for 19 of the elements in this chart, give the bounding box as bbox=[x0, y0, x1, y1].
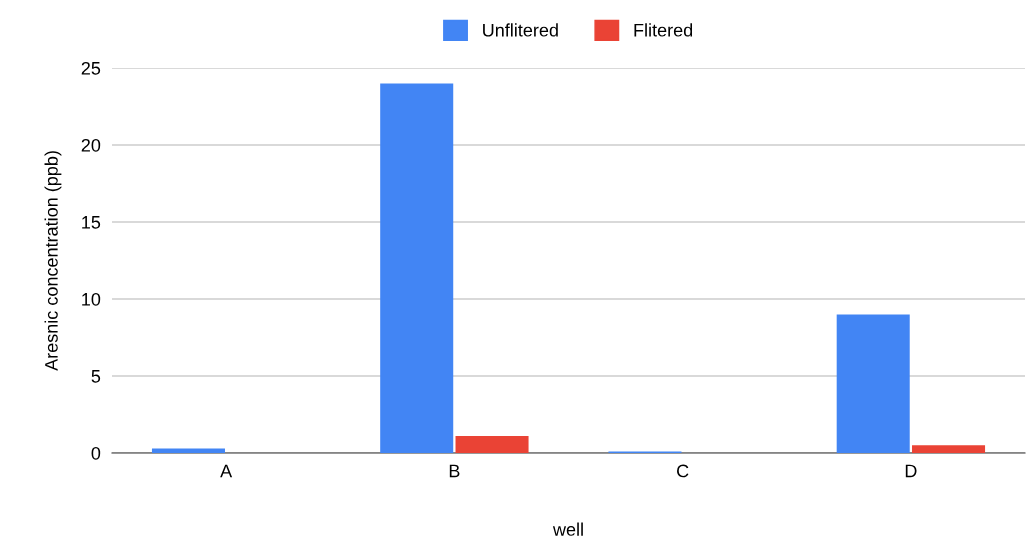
y-tick-label: 0 bbox=[91, 446, 101, 460]
x-axis-title: well bbox=[552, 522, 583, 536]
y-axis-title: Aresnic concentration (ppb) bbox=[44, 151, 62, 371]
y-tick-label: 25 bbox=[81, 61, 101, 75]
y-tick-label: 5 bbox=[91, 370, 101, 383]
x-tick-label: A bbox=[220, 464, 233, 478]
x-tick-label: B bbox=[449, 464, 460, 478]
bar bbox=[380, 83, 454, 453]
legend-label: Unflitered bbox=[483, 23, 558, 37]
bar bbox=[151, 448, 225, 453]
x-tick-label: C bbox=[677, 464, 689, 478]
bar bbox=[836, 314, 910, 453]
legend-label: Flitered bbox=[634, 23, 693, 37]
y-tick-label: 20 bbox=[81, 138, 101, 152]
x-tick-label: D bbox=[905, 464, 917, 478]
bar bbox=[455, 436, 529, 453]
y-tick-label: 10 bbox=[82, 292, 101, 306]
bar bbox=[912, 445, 986, 453]
y-tick-label: 15 bbox=[82, 216, 101, 229]
